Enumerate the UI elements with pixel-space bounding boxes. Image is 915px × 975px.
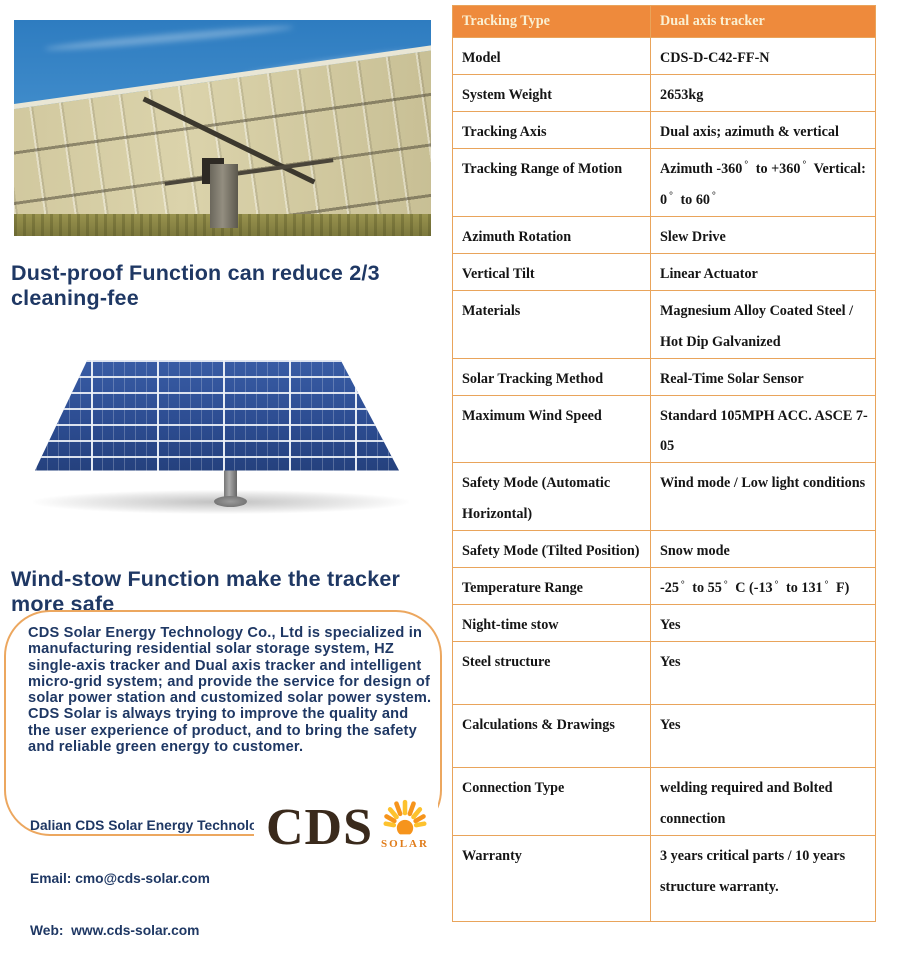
spec-label-cell: Night-time stow xyxy=(452,604,651,643)
spec-value-cell: Linear Actuator xyxy=(650,252,876,291)
table-row: Connection Type welding required and Bolt… xyxy=(452,767,876,837)
spec-table-wrap: Tracking Type Dual axis tracker Model CDS… xyxy=(452,5,876,923)
table-row: Steel structure Yes xyxy=(452,641,876,706)
table-row: Tracking Axis Dual axis; azimuth & vertic… xyxy=(452,110,876,149)
company-about-box: CDS Solar Energy Technology Co., Ltd is … xyxy=(4,610,442,938)
about-paragraph-1: CDS Solar Energy Technology Co., Ltd is … xyxy=(28,625,432,707)
about-paragraph-2: CDS Solar is always trying to improve th… xyxy=(28,706,417,756)
spec-label-cell: Temperature Range xyxy=(452,567,651,606)
table-row: Tracking Range of Motion Azimuth -360 ° to… xyxy=(452,147,876,217)
spec-table-body: Model CDS-D-C42-FF-N System Weight 2653kg Tr… xyxy=(452,37,876,923)
table-row: Vertical Tilt Linear Actuator xyxy=(452,252,876,291)
spec-label-cell: Model xyxy=(452,37,651,75)
spec-value-cell: Yes xyxy=(650,604,876,643)
spec-label-cell: Tracking Axis xyxy=(452,110,651,149)
table-row: System Weight 2653kg xyxy=(452,73,876,112)
tracker-render-illustration xyxy=(25,350,435,520)
table-row: Model CDS-D-C42-FF-N xyxy=(452,37,876,75)
spec-value-cell: -25 ° to 55 ° C (-13 ° to 131 ° F) xyxy=(650,567,876,606)
table-row: Temperature Range -25 ° to 55 ° C (-13 ° to … xyxy=(452,567,876,606)
spec-label-cell: Vertical Tilt xyxy=(452,252,651,291)
table-row: Maximum Wind Speed Standard 105MPH ACC. A… xyxy=(452,394,876,464)
spec-value-cell: Snow mode xyxy=(650,530,876,569)
spec-value-cell: 2653kg xyxy=(650,73,876,112)
spec-value-cell: Slew Drive xyxy=(650,215,876,254)
spec-label-cell: Safety Mode (Automatic Horizontal) xyxy=(452,462,651,532)
render-pole xyxy=(224,460,237,502)
table-row: Solar Tracking Method Real-Time Solar Sen… xyxy=(452,357,876,396)
table-row: Night-time stow Yes xyxy=(452,604,876,643)
sun-icon xyxy=(377,799,433,840)
contact-web: Web: www.cds-solar.com xyxy=(30,923,200,938)
spec-value-cell: CDS-D-C42-FF-N xyxy=(650,37,876,75)
spec-value-cell: Wind mode / Low light conditions xyxy=(650,462,876,532)
contact-email: Email: cmo@cds-solar.com xyxy=(30,870,210,886)
spec-label-cell: Azimuth Rotation xyxy=(452,215,651,254)
spec-value-cell: 3 years critical parts / 10 years struct… xyxy=(650,835,876,923)
wind-stow-headline: Wind-stow Function make the tracker more… xyxy=(11,567,401,616)
tracker-pole xyxy=(210,164,238,228)
cds-solar-logo: CDS SOLAR xyxy=(253,796,438,857)
render-pole-base xyxy=(214,496,247,507)
spec-label-cell: Safety Mode (Tilted Position) xyxy=(452,530,651,569)
spec-label-cell: Solar Tracking Method xyxy=(452,357,651,396)
spec-value-cell: welding required and Bolted connection xyxy=(650,767,876,837)
company-about-text: CDS Solar Energy Technology Co., Ltd is … xyxy=(6,612,440,755)
spec-value-cell: Yes xyxy=(650,704,876,769)
header-label-cell: Tracking Type xyxy=(452,5,651,38)
logo-wordmark: CDS xyxy=(265,799,373,857)
table-row: Materials Magnesium Alloy Coated Steel / … xyxy=(452,289,876,359)
table-row: Safety Mode (Automatic Horizontal) Wind m… xyxy=(452,462,876,532)
spec-value-cell: Magnesium Alloy Coated Steel / Hot Dip G… xyxy=(650,289,876,359)
table-row: Warranty 3 years critical parts / 10 year… xyxy=(452,835,876,923)
table-row: Azimuth Rotation Slew Drive xyxy=(452,215,876,254)
spec-label-cell: Connection Type xyxy=(452,767,651,837)
render-panel-array xyxy=(35,360,399,471)
spec-table: Tracking Type Dual axis tracker Model CDS… xyxy=(452,5,876,923)
header-value-cell: Dual axis tracker xyxy=(650,5,876,38)
spec-label-cell: Maximum Wind Speed xyxy=(452,394,651,464)
table-header-row: Tracking Type Dual axis tracker xyxy=(452,5,876,38)
spec-label-cell: Calculations & Drawings xyxy=(452,704,651,769)
spec-value-cell: Real-Time Solar Sensor xyxy=(650,357,876,396)
cloud-shape xyxy=(44,23,294,53)
dust-proof-headline: Dust-proof Function can reduce 2/3 clean… xyxy=(11,261,380,310)
table-row: Calculations & Drawings Yes xyxy=(452,704,876,769)
table-row: Safety Mode (Tilted Position) Snow mode xyxy=(452,530,876,569)
spec-value-cell: Standard 105MPH ACC. ASCE 7-05 xyxy=(650,394,876,464)
spec-label-cell: System Weight xyxy=(452,73,651,112)
spec-value-cell: Dual axis; azimuth & vertical xyxy=(650,110,876,149)
spec-value-cell: Yes xyxy=(650,641,876,706)
spec-label-cell: Tracking Range of Motion xyxy=(452,147,651,217)
spec-label-cell: Warranty xyxy=(452,835,651,923)
spec-value-cell: Azimuth -360 ° to +360 ° Vertical: 0 ° to 6… xyxy=(650,147,876,217)
tracker-rear-photo xyxy=(14,20,431,236)
logo-solar-text: SOLAR xyxy=(381,838,429,850)
spec-label-cell: Materials xyxy=(452,289,651,359)
spec-label-cell: Steel structure xyxy=(452,641,651,706)
